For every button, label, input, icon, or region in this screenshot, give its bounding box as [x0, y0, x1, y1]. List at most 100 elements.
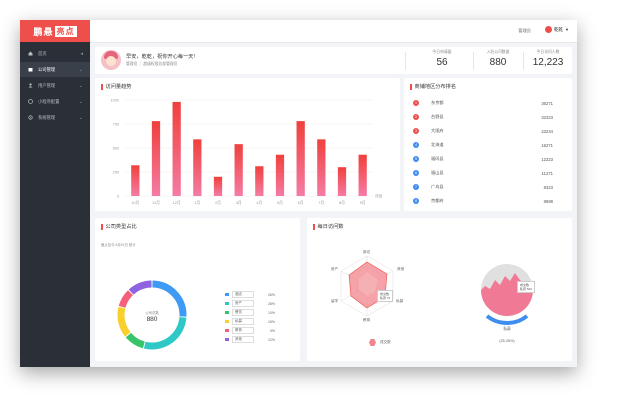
legend-percent: 28% [267, 301, 275, 306]
radar-axis-label: 教育 [363, 318, 371, 322]
greeting-subtitle: 管理员 ｜ 超级权限总部管理员 [126, 62, 178, 66]
legend-swatch [225, 293, 229, 296]
sidebar-item-company[interactable]: 公司管理 ⌄ [20, 62, 90, 77]
x-tick-label: 9月 [360, 200, 366, 205]
x-tick-label: 1月 [194, 200, 200, 205]
sidebar-item-home[interactable]: 首页 ◂ [20, 46, 90, 61]
region-name: 福冈县 [431, 156, 444, 161]
radar-axis-label: 其他 [397, 267, 405, 271]
bar[interactable] [337, 167, 347, 196]
legend-item[interactable]: 教育 9% [225, 326, 285, 335]
wave-label: 私募 [503, 327, 511, 331]
bar[interactable] [131, 165, 140, 196]
legend-label: 教育 [232, 327, 254, 334]
app-logo[interactable]: 鹏悬 亮点 [20, 20, 90, 42]
y-tick-label: 750 [113, 122, 119, 126]
radar-legend[interactable]: 成交数 [369, 339, 391, 346]
donut-slice[interactable] [143, 316, 187, 350]
legend-label: 成交数 [380, 340, 391, 344]
donut-slice[interactable] [117, 306, 131, 337]
divider [523, 52, 524, 70]
role-label: 管理员 [518, 28, 531, 33]
legend-item[interactable]: 私募 15% [225, 317, 285, 326]
user-icon [28, 83, 33, 88]
x-tick-label: 12月 [173, 200, 181, 205]
bar[interactable] [275, 154, 285, 196]
stat-value: 56 [436, 57, 448, 68]
rank-row[interactable]: 3 大阪府 23234 [413, 125, 553, 137]
x-tick-label: 6月 [298, 200, 304, 205]
bar[interactable] [296, 121, 305, 196]
bar[interactable] [172, 101, 181, 196]
tooltip-key: 私募 [380, 296, 387, 300]
bar[interactable] [234, 144, 243, 196]
rank-row[interactable]: 4 北海道 16271 [413, 139, 553, 151]
company-icon [28, 68, 33, 72]
hexagon-icon [369, 339, 376, 346]
visits-trend-card: 访问量趋势 1000 750 500 250 0 10月 11月 12月 1月 2月 3月 4月 5月 6… [95, 78, 400, 211]
tooltip-value: 70 [386, 296, 391, 300]
rank-row[interactable]: 8 京都府 8898 [413, 195, 553, 207]
wave-gauge-ring [485, 314, 529, 326]
tooltip-value: 520 [526, 287, 532, 291]
rank-row[interactable]: 5 福冈县 12323 [413, 153, 553, 165]
legend-swatch [225, 338, 229, 341]
x-tick-label: 5月 [277, 200, 283, 205]
logo-text: 鹏悬 [33, 26, 54, 37]
sidebar-item-label: 系统管理 [38, 114, 56, 120]
x-tick-label: 7月 [318, 200, 324, 205]
legend-swatch [225, 320, 229, 323]
legend-item[interactable]: 酒店 26% [225, 290, 285, 299]
rank-row[interactable]: 2 台野县 32323 [413, 111, 553, 123]
y-tick-label: 250 [113, 170, 119, 174]
donut-slice[interactable] [152, 280, 187, 317]
gear-icon [28, 115, 33, 120]
sidebar-item-label: 公司管理 [38, 66, 56, 72]
stat-value: 12,223 [532, 57, 564, 68]
y-tick-label: 1000 [111, 98, 119, 102]
collapse-icon: ◂ [80, 50, 83, 57]
donut-slice[interactable] [118, 290, 134, 308]
donut-center-label: 公司总数 [145, 311, 159, 315]
bar[interactable] [193, 139, 202, 196]
legend-item[interactable]: 餐饮 10% [225, 308, 285, 317]
region-count: 16271 [541, 142, 553, 148]
card-title: 公司类型占比 [101, 223, 137, 230]
sidebar-item-system[interactable]: 系统管理 ⌄ [20, 110, 90, 125]
rank-row[interactable]: 7 广岛县 8323 [413, 181, 553, 193]
user-menu[interactable]: 乾乾 ▼ [544, 26, 569, 33]
region-rank-card: 商铺地区分布排名 1 东京都 36271 2 台野县 32323 3 大阪府 23234 4 北海道… [404, 78, 572, 211]
sidebar-item-miniapp[interactable]: 小程序配置 ⌄ [20, 94, 90, 109]
legend-swatch [225, 311, 229, 314]
legend-swatch [225, 329, 229, 332]
welcome-avatar [101, 50, 121, 70]
wave-value: (35.26%) [499, 339, 515, 343]
rank-row[interactable]: 1 东京都 36271 [413, 97, 553, 109]
card-title: 每日访问数 [313, 223, 344, 230]
x-tick-label: 4月 [256, 200, 262, 205]
bar[interactable] [317, 139, 326, 196]
bar[interactable] [213, 176, 223, 196]
region-name: 北海道 [431, 142, 444, 147]
donut-slice[interactable] [125, 332, 145, 349]
rank-row[interactable]: 6 福山县 11271 [413, 167, 553, 179]
logo-box-text: 亮点 [54, 25, 77, 37]
bar[interactable] [151, 121, 161, 196]
sidebar-item-label: 小程序配置 [38, 98, 60, 104]
stat-label: 入驻公司数量 [486, 50, 510, 54]
donut-slice[interactable] [128, 280, 152, 295]
stat-label: 今日访问人数 [536, 50, 560, 54]
bar[interactable] [358, 154, 367, 196]
legend-item[interactable]: 房产 28% [225, 299, 285, 308]
sidebar-item-users[interactable]: 用户管理 ⌄ [20, 78, 90, 93]
x-tick-label: 8月 [339, 200, 345, 205]
legend-item[interactable]: 其他 12% [225, 335, 285, 344]
chevron-down-icon: ⌄ [78, 82, 83, 89]
legend-percent: 12% [267, 337, 275, 342]
legend-percent: 10% [267, 310, 275, 315]
bar[interactable] [255, 166, 264, 196]
rank-badge: 1 [413, 100, 419, 106]
legend-label: 其他 [232, 336, 254, 343]
sidebar-item-label: 用户管理 [38, 82, 56, 88]
chevron-down-icon: ⌄ [78, 114, 83, 121]
